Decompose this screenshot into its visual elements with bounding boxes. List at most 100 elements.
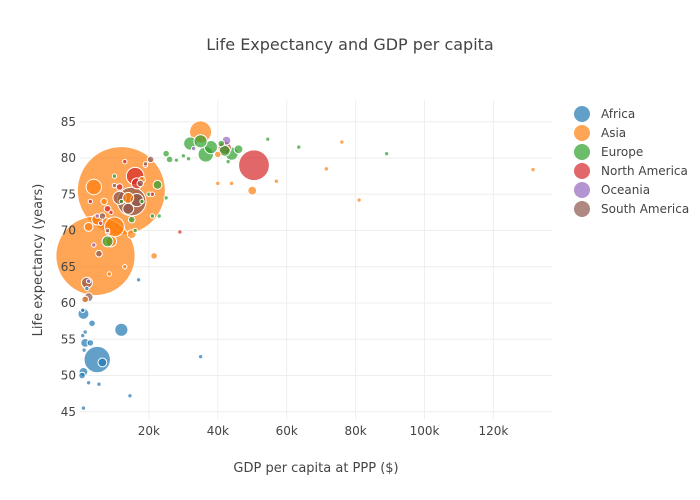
bubble-africa[interactable] [197, 353, 204, 360]
bubble-north-america[interactable] [115, 183, 124, 191]
legend: Africa Asia Europe North America Oceania Sout… [574, 106, 689, 217]
x-tick-label: 40k [207, 424, 229, 438]
legend-item-europe[interactable]: Europe [574, 144, 643, 160]
bubble-asia[interactable] [122, 264, 128, 270]
bubble-south-america[interactable] [95, 249, 103, 258]
bubble-europe[interactable] [152, 179, 163, 190]
bubble-south-america[interactable] [104, 227, 111, 234]
legend-label: Africa [601, 107, 635, 121]
bubble-europe[interactable] [163, 195, 169, 201]
bubble-africa[interactable] [80, 307, 86, 313]
bubble-africa[interactable] [135, 277, 142, 283]
bubble-asia[interactable] [215, 180, 221, 187]
bubble-north-america[interactable] [87, 198, 94, 205]
bubble-europe[interactable] [265, 136, 271, 142]
bubble-south-america[interactable] [136, 179, 145, 188]
bubble-europe[interactable] [173, 157, 180, 163]
bubble-north-america[interactable] [97, 220, 104, 226]
bubble-africa[interactable] [80, 405, 87, 411]
legend-label: Oceania [601, 183, 650, 197]
bubble-north-america[interactable] [108, 209, 114, 216]
legend-marker [574, 182, 590, 198]
bubble-asia[interactable] [214, 150, 222, 159]
bubble-africa[interactable] [84, 285, 90, 292]
y-tick-label: 65 [61, 260, 76, 274]
bubble-africa[interactable] [83, 345, 111, 374]
bubble-asia[interactable] [100, 197, 108, 206]
bubble-europe[interactable] [149, 213, 156, 219]
bubble-north-america[interactable] [122, 158, 128, 165]
bubble-north-america[interactable] [177, 229, 183, 235]
legend-item-north-america[interactable]: North America [574, 163, 688, 179]
bubble-europe[interactable] [139, 198, 145, 205]
bubble-asia[interactable] [106, 271, 112, 277]
legend-item-africa[interactable]: Africa [574, 106, 635, 122]
bubble-asia[interactable] [247, 185, 258, 196]
legend-item-south-america[interactable]: South America [574, 201, 689, 217]
bubble-europe[interactable] [118, 198, 125, 205]
bubble-asia[interactable] [339, 139, 345, 145]
y-tick-label: 75 [61, 187, 76, 201]
chart-title: Life Expectancy and GDP per capita [206, 35, 493, 54]
bubble-south-america[interactable] [98, 212, 107, 220]
bubble-asia[interactable] [356, 197, 362, 203]
bubble-africa[interactable] [127, 393, 133, 399]
bubble-asia[interactable] [228, 180, 235, 187]
legend-label: Europe [601, 145, 643, 159]
bubble-africa[interactable] [85, 380, 92, 386]
x-tick-label: 80k [345, 424, 367, 438]
bubble-europe[interactable] [180, 153, 187, 159]
bubble-oceania[interactable] [85, 278, 92, 284]
bubble-europe[interactable] [156, 213, 162, 219]
bubble-oceania[interactable] [91, 242, 97, 248]
bubble-asia[interactable] [85, 178, 102, 196]
legend-item-oceania[interactable]: Oceania [574, 182, 650, 198]
bubble-europe[interactable] [383, 150, 390, 157]
bubble-europe[interactable] [185, 156, 192, 162]
bubble-europe[interactable] [111, 173, 118, 179]
x-tick-label: 20k [138, 424, 160, 438]
x-tick-label: 120k [479, 424, 509, 438]
bubble-asia[interactable] [530, 166, 536, 173]
bubble-oceania[interactable] [94, 213, 100, 219]
bubble-europe[interactable] [217, 139, 226, 148]
y-tick-label: 55 [61, 332, 76, 346]
bubble-africa[interactable] [82, 329, 88, 335]
bubble-europe[interactable] [162, 149, 170, 158]
bubble-europe[interactable] [225, 158, 231, 165]
bubble-africa[interactable] [114, 322, 129, 337]
bubble-north-america[interactable] [149, 191, 156, 197]
bubble-south-america[interactable] [142, 161, 149, 167]
bubble-europe[interactable] [132, 227, 138, 234]
legend-label: North America [601, 164, 688, 178]
bubble-south-america[interactable] [146, 155, 155, 164]
bubble-europe[interactable] [218, 144, 231, 157]
bubble-south-america[interactable] [122, 202, 135, 215]
bubble-asia[interactable] [150, 252, 158, 260]
bubble-africa[interactable] [81, 347, 87, 353]
bubble-europe[interactable] [127, 215, 136, 224]
bubble-asia[interactable] [81, 295, 89, 304]
x-axis-title: GDP per capita at PPP ($) [233, 461, 398, 476]
bubble-asia[interactable] [273, 178, 280, 184]
bubble-africa[interactable] [78, 371, 86, 380]
bubble-north-america[interactable] [238, 149, 270, 182]
bubble-south-america[interactable] [111, 182, 118, 189]
bubble-africa[interactable] [86, 339, 95, 347]
bubble-africa[interactable] [96, 381, 102, 387]
bubble-asia[interactable] [122, 191, 135, 204]
bubble-africa[interactable] [97, 357, 108, 368]
bubble-europe[interactable] [165, 155, 174, 164]
bubble-europe[interactable] [193, 134, 208, 149]
legend-label: Asia [601, 126, 626, 140]
bubble-europe[interactable] [296, 144, 302, 150]
bubble-oceania[interactable] [190, 145, 197, 152]
legend-item-asia[interactable]: Asia [574, 125, 626, 141]
bubble-europe[interactable] [233, 144, 244, 155]
bubble-asia[interactable] [323, 166, 330, 172]
bubble-europe[interactable] [101, 235, 114, 248]
bubble-asia[interactable] [83, 221, 94, 232]
bubble-africa[interactable] [80, 332, 86, 339]
bubble-africa[interactable] [88, 319, 96, 328]
